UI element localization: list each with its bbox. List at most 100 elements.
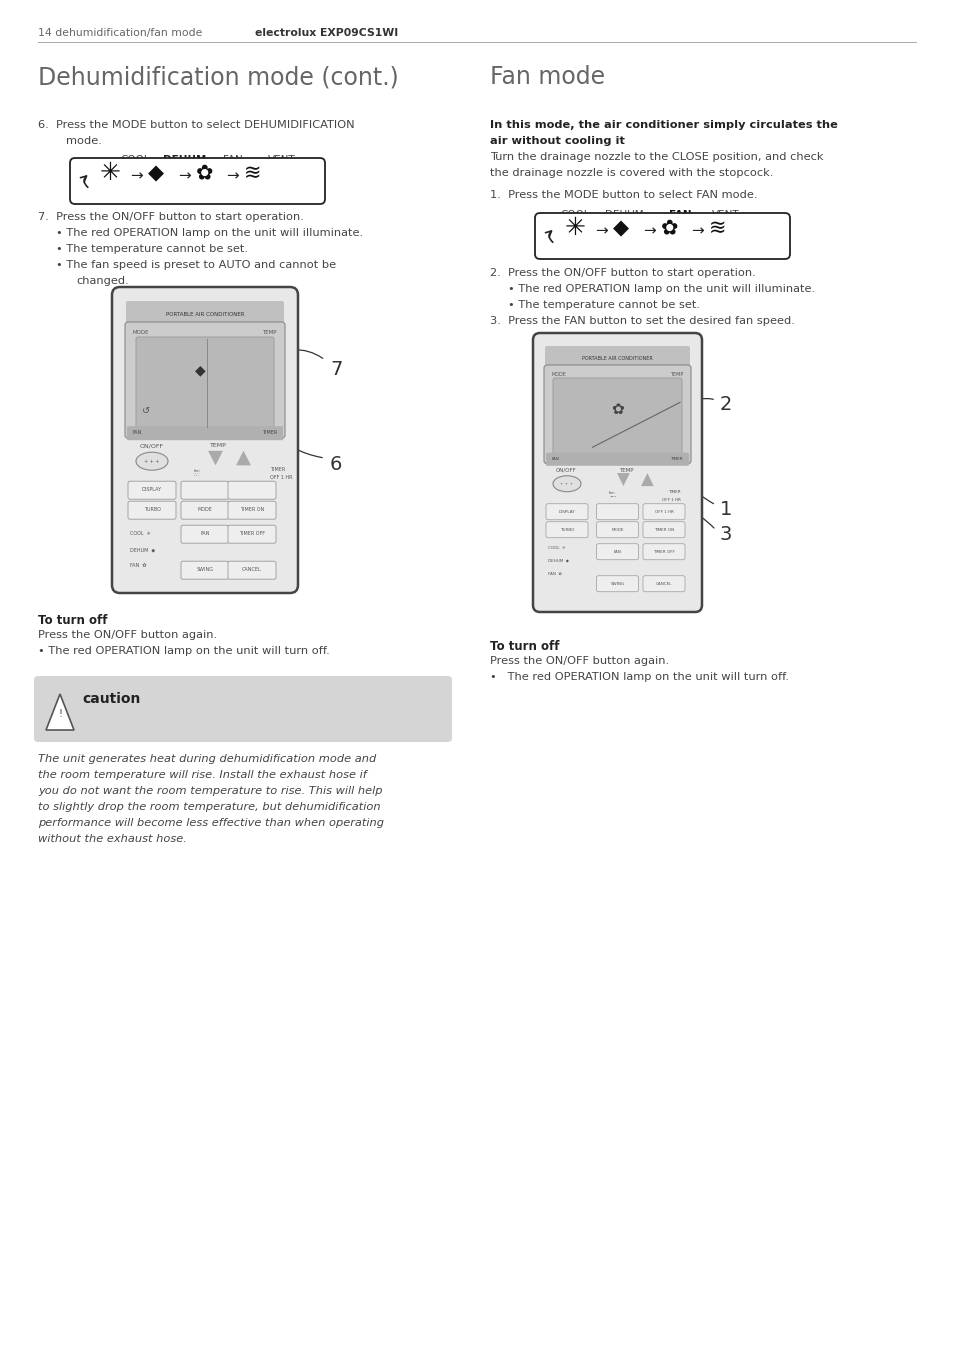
Text: TEMP: TEMP — [210, 443, 227, 448]
Text: →: → — [690, 224, 703, 239]
FancyBboxPatch shape — [642, 504, 684, 520]
FancyBboxPatch shape — [228, 481, 275, 500]
Text: FAN: FAN — [200, 531, 210, 536]
FancyBboxPatch shape — [34, 676, 452, 743]
Text: CANCEL: CANCEL — [655, 582, 672, 586]
Text: →: → — [642, 224, 655, 239]
Text: ✳: ✳ — [100, 161, 121, 185]
Text: ◆: ◆ — [613, 217, 628, 238]
Text: TIMER: TIMER — [261, 431, 276, 435]
Text: TEMP: TEMP — [669, 373, 682, 377]
Text: TIMER ON: TIMER ON — [653, 528, 674, 532]
Text: FAN: FAN — [132, 431, 142, 435]
Text: CANCEL: CANCEL — [242, 567, 262, 572]
FancyBboxPatch shape — [596, 521, 638, 537]
Text: fan
•••: fan ••• — [608, 491, 616, 500]
Text: •   The red OPERATION lamp on the unit will turn off.: • The red OPERATION lamp on the unit wil… — [490, 672, 788, 682]
Text: COOL  ✳: COOL ✳ — [130, 531, 151, 536]
FancyBboxPatch shape — [228, 501, 275, 520]
Text: ✿: ✿ — [660, 217, 678, 238]
Text: MODE: MODE — [132, 329, 150, 335]
Text: 1: 1 — [720, 500, 732, 518]
FancyBboxPatch shape — [128, 501, 175, 520]
Text: ▼: ▼ — [208, 448, 222, 467]
Polygon shape — [46, 694, 74, 730]
Text: ▲: ▲ — [235, 448, 251, 467]
Text: DISPLAY: DISPLAY — [142, 487, 162, 493]
FancyBboxPatch shape — [596, 504, 638, 520]
Text: • The temperature cannot be set.: • The temperature cannot be set. — [507, 300, 700, 310]
Text: VENT: VENT — [711, 211, 739, 220]
Text: the drainage nozzle is covered with the stopcock.: the drainage nozzle is covered with the … — [490, 167, 773, 178]
FancyBboxPatch shape — [128, 481, 175, 500]
Text: Turn the drainage nozzle to the CLOSE position, and check: Turn the drainage nozzle to the CLOSE po… — [490, 153, 822, 162]
Text: ✿: ✿ — [195, 163, 213, 184]
Text: + + +: + + + — [144, 459, 159, 463]
FancyBboxPatch shape — [136, 338, 274, 429]
Text: COOL: COOL — [559, 211, 589, 220]
Text: ▲: ▲ — [640, 471, 653, 489]
FancyBboxPatch shape — [535, 213, 789, 259]
Text: FAN  ✿: FAN ✿ — [547, 572, 561, 575]
Text: To turn off: To turn off — [38, 614, 108, 626]
Text: SWING: SWING — [196, 567, 213, 572]
Text: TEMP: TEMP — [262, 329, 276, 335]
Text: TIMER OFF: TIMER OFF — [653, 549, 674, 553]
Text: ON/OFF: ON/OFF — [556, 467, 577, 472]
Text: 14 dehumidification/fan mode: 14 dehumidification/fan mode — [38, 28, 206, 38]
Text: + + +: + + + — [560, 482, 573, 486]
Text: SWING: SWING — [610, 582, 624, 586]
Text: TIMER: TIMER — [670, 456, 682, 460]
Text: you do not want the room temperature to rise. This will help: you do not want the room temperature to … — [38, 786, 382, 796]
Text: COOL: COOL — [120, 155, 150, 165]
Text: OFF 1 HR: OFF 1 HR — [654, 510, 673, 514]
Text: MODE: MODE — [197, 508, 213, 512]
Text: Press the ON/OFF button again.: Press the ON/OFF button again. — [490, 656, 668, 666]
Text: without the exhaust hose.: without the exhaust hose. — [38, 834, 187, 844]
Text: FAN: FAN — [668, 211, 691, 220]
Text: →: → — [226, 169, 238, 184]
Text: TIMER OFF: TIMER OFF — [239, 531, 265, 536]
Text: ✳: ✳ — [564, 216, 585, 240]
Text: • The red OPERATION lamp on the unit will turn off.: • The red OPERATION lamp on the unit wil… — [38, 647, 330, 656]
Text: 6: 6 — [330, 455, 342, 474]
Text: VENT: VENT — [268, 155, 295, 165]
Text: →: → — [595, 224, 607, 239]
Text: ≋: ≋ — [708, 217, 726, 238]
Text: air without cooling it: air without cooling it — [490, 136, 624, 146]
FancyBboxPatch shape — [545, 504, 587, 520]
FancyBboxPatch shape — [181, 501, 229, 520]
FancyBboxPatch shape — [596, 544, 638, 560]
Text: OFF 1 HR: OFF 1 HR — [270, 475, 293, 479]
FancyBboxPatch shape — [127, 427, 283, 440]
Text: The unit generates heat during dehumidification mode and: The unit generates heat during dehumidif… — [38, 755, 375, 764]
Text: • The red OPERATION lamp on the unit will illuminate.: • The red OPERATION lamp on the unit wil… — [507, 284, 814, 294]
FancyBboxPatch shape — [543, 364, 690, 464]
Text: OFF 1 HR: OFF 1 HR — [661, 498, 680, 502]
Text: • The red OPERATION lamp on the unit will illuminate.: • The red OPERATION lamp on the unit wil… — [56, 228, 363, 238]
Text: MODE: MODE — [552, 373, 566, 377]
Text: DEHUM: DEHUM — [163, 155, 206, 165]
FancyBboxPatch shape — [533, 333, 701, 612]
Text: TIMER: TIMER — [270, 467, 285, 471]
Text: 7.  Press the ON/OFF button to start operation.: 7. Press the ON/OFF button to start oper… — [38, 212, 304, 221]
Text: 3: 3 — [720, 525, 732, 544]
FancyBboxPatch shape — [553, 378, 681, 456]
FancyBboxPatch shape — [181, 562, 229, 579]
FancyBboxPatch shape — [596, 575, 638, 591]
FancyBboxPatch shape — [642, 521, 684, 537]
Text: changed.: changed. — [76, 275, 129, 286]
Text: DISPLAY: DISPLAY — [558, 510, 575, 514]
Text: TURBO: TURBO — [143, 508, 160, 512]
Text: TIMER: TIMER — [668, 490, 680, 494]
Text: 6.  Press the MODE button to select DEHUMIDIFICATION: 6. Press the MODE button to select DEHUM… — [38, 120, 355, 130]
Text: →: → — [178, 169, 191, 184]
FancyBboxPatch shape — [545, 521, 587, 537]
Ellipse shape — [553, 475, 580, 491]
Text: FAN  ✿: FAN ✿ — [130, 563, 147, 568]
Text: FAN: FAN — [613, 549, 620, 553]
Text: • The temperature cannot be set.: • The temperature cannot be set. — [56, 244, 248, 254]
Text: Fan mode: Fan mode — [490, 65, 604, 89]
Text: ✿: ✿ — [611, 402, 623, 417]
FancyBboxPatch shape — [126, 301, 284, 323]
